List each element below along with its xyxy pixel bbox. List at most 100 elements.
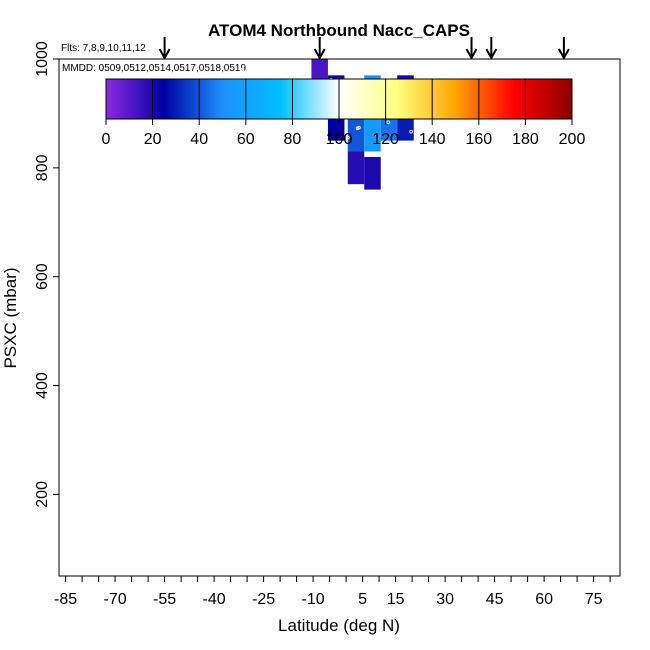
sample-point	[119, 250, 124, 255]
sample-point	[174, 330, 178, 335]
sample-point	[256, 64, 261, 69]
x-tick-label: -10	[302, 591, 325, 608]
sample-point	[229, 155, 234, 159]
sample-point	[218, 382, 222, 386]
sample-point	[200, 178, 204, 182]
sample-point	[312, 174, 316, 178]
colorbar-tick-label: 140	[419, 131, 446, 148]
sample-point	[374, 456, 379, 461]
sample-point	[504, 290, 509, 294]
sample-point	[78, 274, 83, 278]
sample-point	[434, 204, 439, 209]
sample-point	[175, 153, 180, 157]
sample-point	[108, 410, 113, 415]
sample-point	[321, 216, 326, 221]
sample-point	[268, 281, 272, 285]
sample-point	[229, 150, 233, 155]
sample-point	[525, 461, 530, 466]
sample-point	[299, 313, 304, 317]
sample-point	[405, 331, 410, 335]
sample-point	[501, 139, 505, 144]
sample-point	[111, 435, 115, 440]
sample-point	[118, 241, 122, 245]
sample-point	[306, 310, 311, 314]
x-tick-label: -40	[203, 591, 226, 608]
sample-point	[455, 61, 460, 65]
sample-point	[315, 285, 320, 289]
x-tick-label: 30	[436, 591, 454, 608]
sample-point	[448, 419, 452, 423]
sample-point	[469, 499, 474, 504]
sample-point	[468, 207, 473, 212]
sample-point	[135, 237, 140, 241]
sample-point	[289, 338, 294, 342]
sample-point	[589, 277, 593, 282]
sample-point	[555, 412, 559, 416]
sample-point	[574, 88, 579, 92]
profile-arrow-head	[558, 48, 570, 61]
colorbar-tick-label: 0	[102, 131, 111, 148]
sample-point	[87, 426, 92, 431]
sample-point	[139, 290, 143, 294]
sample-point	[375, 195, 380, 200]
sample-point	[390, 226, 394, 230]
sample-point	[436, 450, 441, 454]
sample-point	[181, 296, 185, 300]
sample-point	[302, 344, 306, 348]
sample-point	[498, 348, 502, 352]
sample-point	[305, 484, 310, 488]
sample-point	[214, 342, 219, 347]
profile-arrow-head	[485, 48, 498, 61]
sample-point	[565, 73, 570, 78]
sample-point	[134, 170, 139, 174]
sample-point	[330, 304, 334, 309]
sample-point	[517, 137, 522, 141]
sample-point	[240, 67, 245, 72]
sample-point	[523, 500, 528, 505]
sample-point	[562, 367, 566, 371]
sample-point	[84, 340, 88, 345]
sample-point	[180, 119, 185, 124]
field-cell	[364, 118, 381, 152]
sample-point	[94, 368, 99, 372]
sample-point	[569, 402, 573, 407]
sample-point	[556, 471, 561, 476]
sample-point	[195, 359, 200, 363]
sample-point	[241, 455, 246, 460]
profile-arrow-head	[313, 48, 326, 61]
sample-point	[395, 332, 400, 337]
sample-point	[231, 120, 235, 124]
sample-point	[595, 191, 600, 195]
sample-point	[291, 315, 296, 319]
sample-point	[219, 137, 223, 142]
sample-point	[184, 396, 189, 400]
sample-point	[480, 365, 485, 370]
sample-point	[317, 291, 322, 296]
sample-point	[513, 256, 518, 261]
sample-point	[446, 394, 450, 398]
sample-point	[142, 181, 146, 186]
dates-note: MMDD: 0509,0512,0514,0517,0518,0519	[62, 63, 246, 74]
sample-point	[570, 310, 574, 315]
colorbar-tick-label: 120	[372, 131, 399, 148]
sample-point	[179, 291, 184, 296]
sample-point	[381, 68, 385, 73]
sample-point	[446, 184, 451, 189]
sample-point	[482, 407, 486, 411]
sample-point	[409, 59, 413, 63]
sample-point	[272, 459, 277, 464]
sample-point	[500, 387, 505, 391]
sample-point	[450, 406, 455, 411]
x-axis-label: Latitude (deg N)	[278, 616, 400, 635]
sample-point	[200, 270, 205, 274]
sample-point	[168, 358, 173, 363]
sample-point	[393, 318, 398, 323]
sample-point	[74, 220, 79, 225]
sample-point	[288, 119, 293, 124]
sample-point	[433, 134, 437, 139]
sample-point	[499, 147, 503, 152]
x-tick-label: 75	[585, 591, 603, 608]
sample-point	[484, 495, 489, 499]
plot-frame	[58, 58, 621, 577]
colorbar-tick-label: 40	[190, 131, 208, 148]
